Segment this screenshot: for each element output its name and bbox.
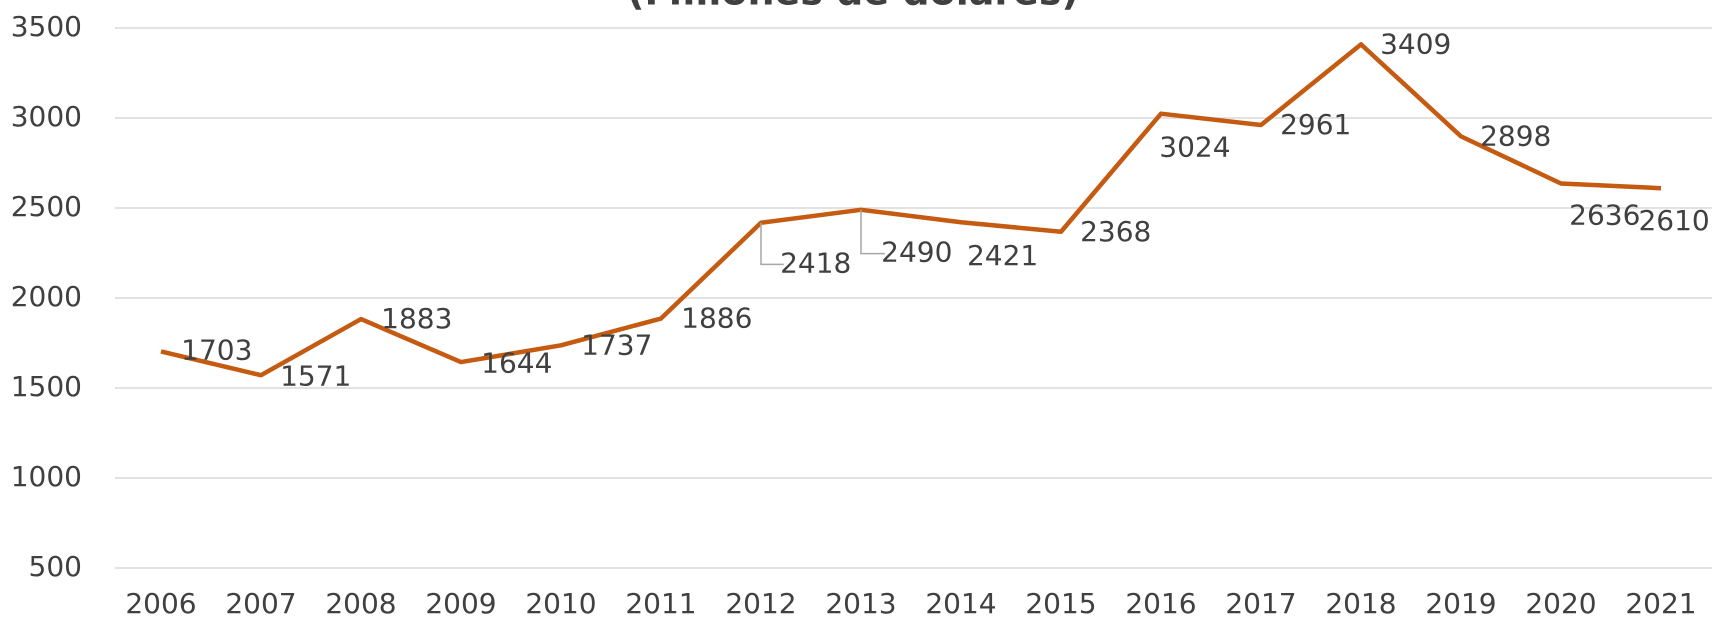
x-tick-label: 2012 xyxy=(725,587,796,620)
data-label: 3409 xyxy=(1380,27,1451,60)
x-tick-label: 2018 xyxy=(1325,587,1396,620)
x-tick-label: 2009 xyxy=(425,587,496,620)
y-tick-label: 2500 xyxy=(11,190,82,223)
data-label: 1644 xyxy=(481,346,552,379)
x-tick-label: 2006 xyxy=(125,587,196,620)
x-tick-label: 2008 xyxy=(325,587,396,620)
leader-line xyxy=(860,209,885,255)
data-label: 2610 xyxy=(1638,204,1709,237)
data-label: 2418 xyxy=(780,246,851,279)
line-series xyxy=(160,42,1662,378)
data-label: 3024 xyxy=(1159,131,1230,164)
y-tick-label: 2000 xyxy=(11,280,82,313)
y-tick-label: 1500 xyxy=(11,370,82,403)
y-tick-label: 500 xyxy=(29,550,82,583)
x-tick-label: 2014 xyxy=(925,587,996,620)
y-tick-label: 3000 xyxy=(11,100,82,133)
data-label: 2421 xyxy=(967,239,1038,272)
data-label: 2961 xyxy=(1280,108,1351,141)
x-tick-label: 2021 xyxy=(1625,587,1696,620)
data-label: 1703 xyxy=(181,333,252,366)
x-tick-label: 2011 xyxy=(625,587,696,620)
data-label: 1886 xyxy=(681,302,752,335)
data-label: 2636 xyxy=(1569,198,1640,231)
data-label: 2368 xyxy=(1080,215,1151,248)
x-tick-label: 2010 xyxy=(525,587,596,620)
data-label: 1571 xyxy=(280,359,351,392)
chart-title: (Millones de dólares) xyxy=(627,0,1079,14)
y-tick-label: 1000 xyxy=(11,460,82,493)
x-tick-label: 2013 xyxy=(825,587,896,620)
data-label: 2490 xyxy=(881,236,952,269)
x-tick-label: 2015 xyxy=(1025,587,1096,620)
x-tick-label: 2017 xyxy=(1225,587,1296,620)
leader-line xyxy=(760,222,784,266)
data-label: 1883 xyxy=(381,302,452,335)
x-tick-label: 2020 xyxy=(1525,587,1596,620)
x-tick-label: 2007 xyxy=(225,587,296,620)
x-tick-label: 2019 xyxy=(1425,587,1496,620)
data-label: 2898 xyxy=(1480,119,1551,152)
y-tick-label: 3500 xyxy=(11,10,82,43)
data-label: 1737 xyxy=(581,328,652,361)
x-tick-label: 2016 xyxy=(1125,587,1196,620)
